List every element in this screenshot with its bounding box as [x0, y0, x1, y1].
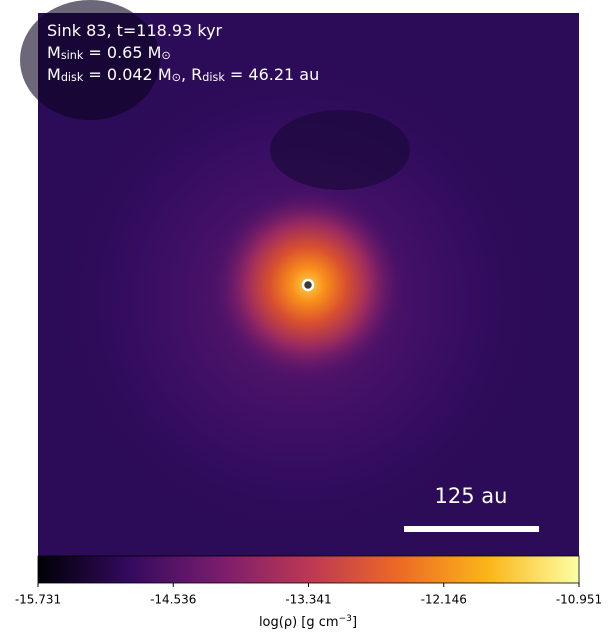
text-piece: ]	[352, 615, 357, 630]
text-piece: ⊙	[161, 49, 170, 62]
text-piece: M	[47, 43, 61, 62]
annotation-line: Mdisk = 0.042 M⊙, Rdisk = 46.21 au	[47, 65, 319, 85]
text-piece: disk	[202, 71, 225, 84]
text-piece: = 0.65 M	[83, 43, 161, 62]
scale-bar-label: 125 au	[435, 484, 508, 508]
colorbar-tick-label: -12.146	[421, 593, 467, 607]
sink-marker	[301, 278, 315, 292]
colorbar-ticks: -15.731 -14.536 -13.341 -12.146 -10.951	[15, 583, 602, 607]
colorbar-label: log(ρ) [g cm−3]	[259, 614, 357, 630]
colorbar-tick-label: -10.951	[556, 593, 602, 607]
text-piece: disk	[61, 71, 84, 84]
density-map: 125 au	[20, 0, 579, 556]
annotation-line: Sink 83, t=118.93 kyr	[47, 21, 223, 40]
text-piece: M	[47, 65, 61, 84]
colorbar-tick-label: -15.731	[15, 593, 61, 607]
colorbar-tick-label: -14.536	[150, 593, 196, 607]
annotation-line: Msink = 0.65 M⊙	[47, 43, 171, 63]
text-piece: = 46.21 au	[225, 65, 319, 84]
text-piece: ⊙	[172, 71, 181, 84]
text-piece: , R	[181, 65, 202, 84]
text-piece: = 0.042 M	[83, 65, 171, 84]
colorbar-tick-label: -13.341	[285, 593, 331, 607]
text-piece: Sink 83, t=118.93 kyr	[47, 21, 223, 40]
text-piece: log(ρ) [g cm	[259, 615, 339, 630]
colorbar	[37, 555, 580, 584]
text-piece: sink	[61, 49, 84, 62]
text-piece: −3	[339, 614, 353, 624]
